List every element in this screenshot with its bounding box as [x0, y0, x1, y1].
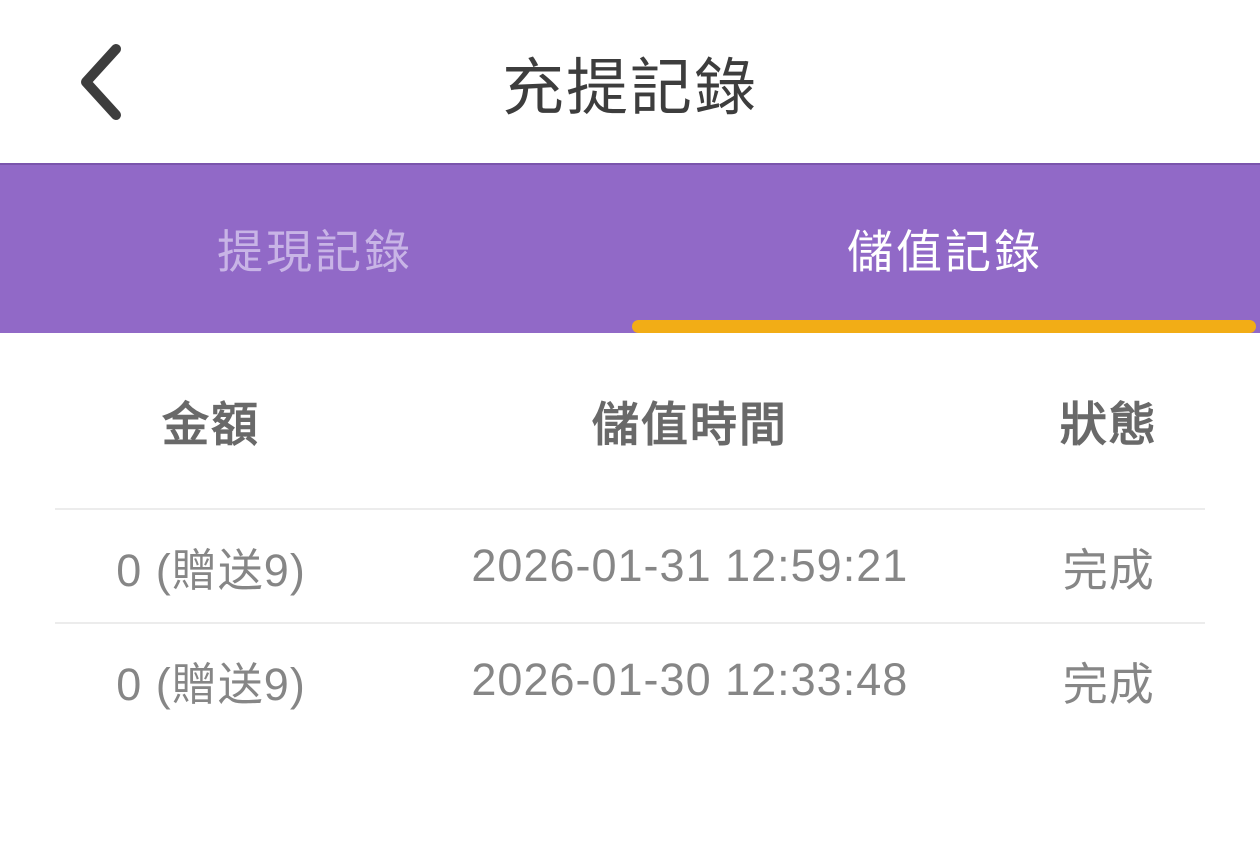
deposit-time-value: 2026-01-31 12:59:21	[471, 540, 909, 591]
table-row: 0 (贈送9) 2026-01-30 12:33:48 完成	[0, 624, 1260, 736]
status-value: 完成	[1062, 544, 1155, 596]
row-divider	[55, 508, 1205, 510]
tab-withdrawal-records[interactable]: 提現記錄	[217, 226, 413, 278]
tab-deposit-records[interactable]: 儲值記錄	[847, 226, 1043, 278]
amount-value: 0 (贈送9)	[116, 544, 306, 596]
top-bar: 充提記錄	[0, 0, 1260, 163]
back-button[interactable]	[52, 28, 148, 136]
column-header-amount: 金額	[162, 398, 261, 451]
table-header-row: 金額 儲值時間 狀態	[0, 333, 1260, 508]
table-row: 0 (贈送9) 2026-01-31 12:59:21 完成	[0, 510, 1260, 622]
amount-value: 0 (贈送9)	[116, 658, 306, 710]
column-header-deposit-time: 儲值時間	[591, 398, 788, 451]
active-tab-indicator	[632, 320, 1256, 333]
records-table: 金額 儲值時間 狀態 0 (贈送9) 2026-01-31 12:59:21 完…	[0, 333, 1260, 736]
tab-bar: 提現記錄 儲值記錄	[0, 163, 1260, 333]
deposit-time-value: 2026-01-30 12:33:48	[471, 654, 909, 705]
column-header-status: 狀態	[1059, 398, 1158, 451]
page-title: 充提記錄	[501, 53, 758, 123]
status-value: 完成	[1062, 658, 1155, 710]
chevron-left-icon	[81, 44, 121, 120]
row-divider	[55, 622, 1205, 624]
